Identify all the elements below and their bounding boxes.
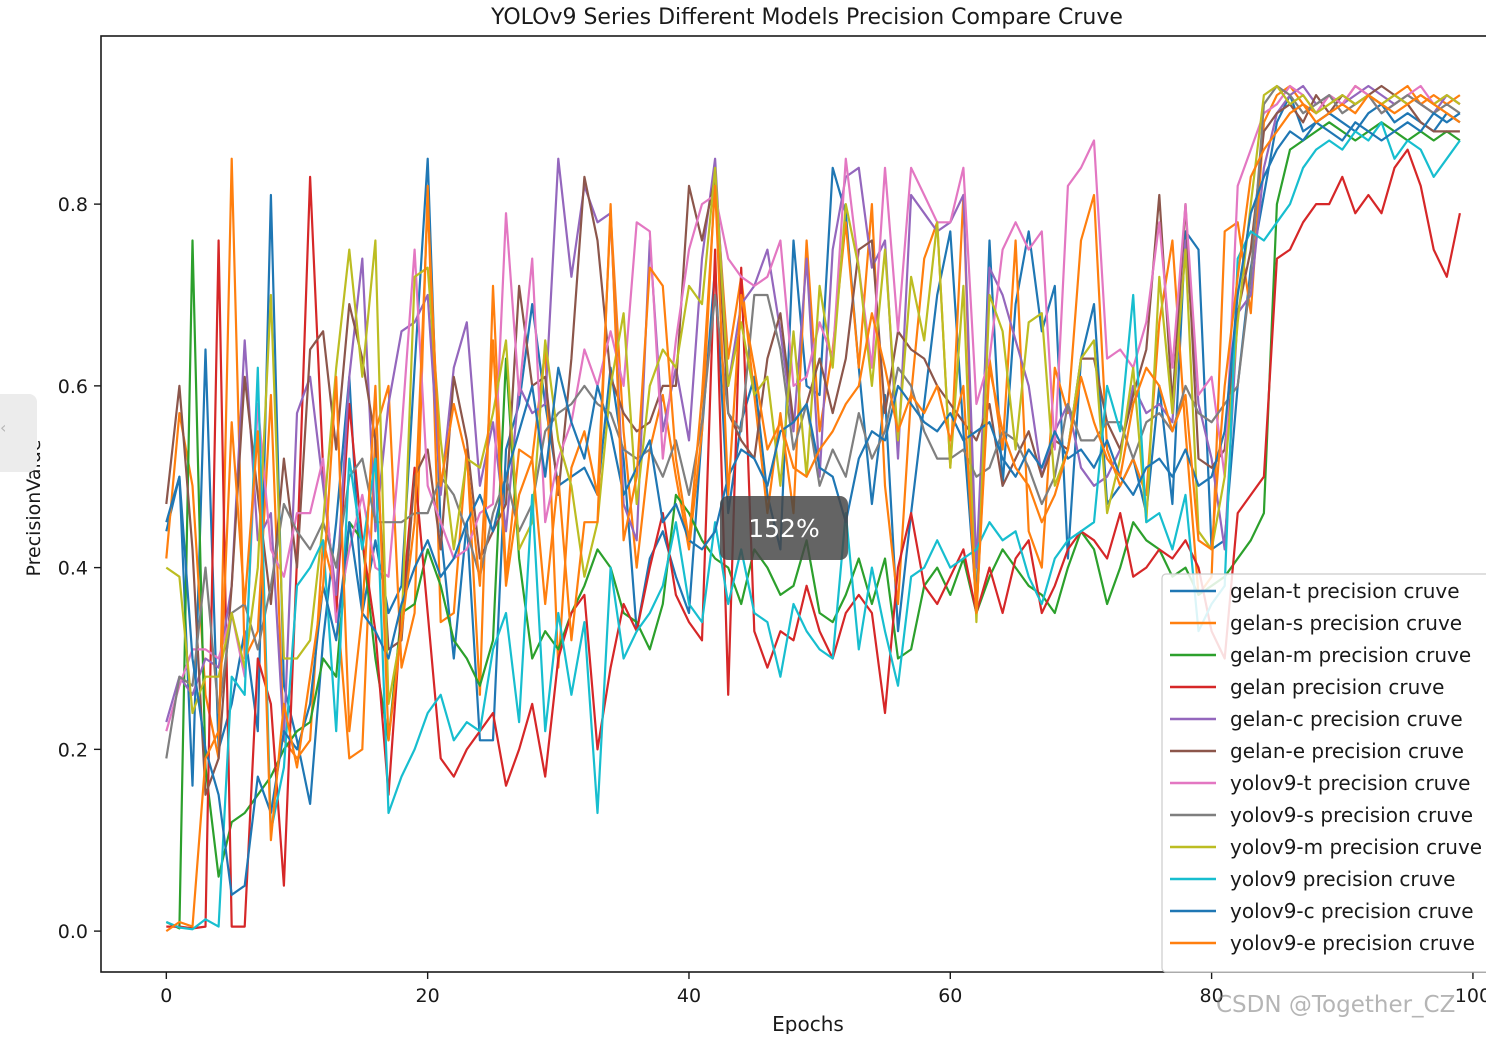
series-line-11 [165, 112, 1461, 896]
x-tick-label: 60 [938, 985, 962, 1007]
watermark: CSDN @Together_CZ [1216, 992, 1456, 1018]
x-tick-label: 100 [1455, 985, 1486, 1007]
legend-label: yolov9 precision cruve [1230, 867, 1455, 891]
legend-label: yolov9-m precision cruve [1230, 835, 1482, 859]
zoom-level-badge: 152% [720, 496, 848, 560]
series-line-9 [165, 84, 1461, 715]
x-tick-label: 80 [1200, 985, 1224, 1007]
side-panel-tab[interactable]: ‹ [0, 394, 37, 472]
x-tick-label: 40 [677, 985, 701, 1007]
x-tick-label: 0 [160, 985, 172, 1007]
axes: 0 20 40 60 80 100 0.0 0.2 0.4 0.6 0.8 [58, 35, 1486, 1007]
side-panel-chevron-icon: ‹ [0, 418, 7, 437]
series-line-8 [165, 84, 1461, 759]
legend-label: yolov9-t precision cruve [1230, 771, 1470, 795]
legend-label: gelan-s precision cruve [1230, 611, 1462, 635]
legend-label: gelan-t precision cruve [1230, 579, 1460, 603]
y-tick-label: 0.6 [58, 376, 88, 398]
y-tick-label: 0.4 [58, 558, 88, 580]
series-line-12 [165, 93, 1461, 933]
legend-label: gelan-e precision cruve [1230, 739, 1464, 763]
plot-area [165, 84, 1461, 933]
y-tick-label: 0.0 [58, 921, 88, 943]
chart-title: YOLOv9 Series Different Models Precision… [490, 5, 1123, 30]
x-axis-label: Epochs [772, 1012, 844, 1034]
legend: gelan-t precision cruve gelan-s precision… [1161, 573, 1486, 973]
y-tick-label: 0.2 [58, 739, 88, 761]
legend-box [1161, 573, 1486, 973]
plot-frame [100, 35, 1486, 973]
x-tick-label: 20 [416, 985, 440, 1007]
series-line-4 [166, 148, 1461, 930]
legend-label: yolov9-e precision cruve [1230, 931, 1475, 955]
legend-label: yolov9-c precision cruve [1230, 899, 1474, 923]
y-tick-label: 0.8 [58, 194, 88, 216]
legend-label: gelan-c precision cruve [1230, 707, 1463, 731]
legend-label: gelan-m precision cruve [1230, 643, 1471, 667]
series-line-10 [165, 121, 1461, 931]
y-axis-label: PrecisionValue [23, 440, 45, 577]
legend-label: yolov9-s precision cruve [1230, 803, 1473, 827]
legend-label: gelan precision cruve [1230, 675, 1444, 699]
